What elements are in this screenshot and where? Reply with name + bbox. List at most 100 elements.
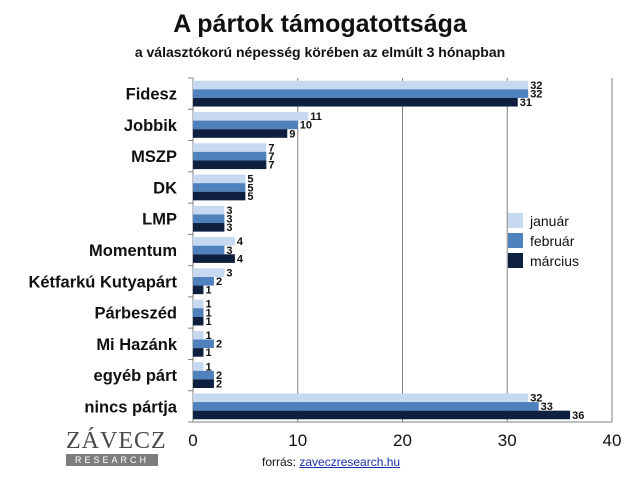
bar-value-label: 2 [216,378,222,390]
chart-subtitle: a választókorú népesség körében az elmúl… [134,44,506,60]
source-prefix: forrás: [262,455,297,469]
labels: 0 10 20 30 40323231Fidesz11109Jobbik777MSZP5… [28,80,621,450]
bar-value-label: 33 [541,401,553,413]
bar [193,205,225,215]
logo-name: ZÁVECZ [66,428,167,454]
bar [193,160,267,170]
bar [193,379,214,388]
bar [193,223,225,232]
bar [193,237,235,246]
bar-value-label: 3 [226,214,232,226]
legend: január február március [508,213,579,269]
bar [193,348,204,357]
category-label: Kétfarkú Kutyapárt [28,273,177,291]
bar [193,143,267,152]
bar-value-label: 2 [216,276,222,288]
bar-value-label: 1 [205,361,211,373]
bar-value-label: 1 [205,330,211,342]
bar-value-label: 9 [289,128,295,140]
x-tick-label: 0 [188,431,197,450]
bar-value-label: 3 [226,205,232,217]
category-label: Mi Hazánk [96,336,178,354]
bar [193,308,204,317]
category-label: MSZP [131,148,177,166]
bar-value-label: 1 [205,285,211,297]
bar-value-label: 32 [530,80,542,92]
bar [193,410,571,420]
bar [193,151,267,161]
legend-swatch [508,253,523,268]
bar [193,191,246,201]
bar-value-label: 11 [310,111,322,123]
bar-value-label: 2 [216,370,222,382]
bar [193,299,204,309]
bar-value-label: 1 [205,316,211,328]
bar-value-label: 3 [226,222,232,234]
bar [193,370,214,380]
bar [193,80,529,90]
bar-value-label: 1 [205,347,211,359]
logo-subtitle: RESEARCH [66,454,158,466]
x-tick-label: 30 [498,431,517,450]
bar [193,254,235,263]
category-label: DK [153,179,177,197]
category-label: Jobbik [124,117,178,135]
bar [193,330,204,340]
legend-swatch [508,213,523,228]
bar-value-label: 32 [530,393,542,405]
bar-value-label: 36 [572,410,584,422]
bar-value-label: 1 [205,299,211,311]
bar [193,245,225,255]
legend-label: február [530,233,575,249]
bar-value-label: 5 [247,191,253,203]
bar [193,268,225,277]
bar-value-label: 4 [237,236,244,248]
bar [193,183,246,192]
bar [193,112,309,121]
bar-value-label: 4 [237,253,244,265]
bar [193,393,529,403]
bar-value-label: 5 [247,182,253,194]
bar [193,402,539,411]
chart-title: A pártok támogatottsága [173,10,467,38]
category-label: Momentum [89,242,177,260]
bar [193,89,529,98]
bar [193,362,204,371]
bar-value-label: 32 [530,88,542,100]
bar-value-label: 7 [268,151,274,163]
bar-value-label: 31 [520,97,532,109]
category-label: Fidesz [126,86,177,104]
legend-label: március [530,253,579,269]
category-label: LMP [142,211,177,229]
company-logo: ZÁVECZ RESEARCH [66,428,167,466]
source-note: forrás: zaveczresearch.hu [262,455,400,469]
bar [193,214,225,224]
legend-swatch [508,233,523,248]
bar [193,129,288,138]
bar-value-label: 3 [226,267,232,279]
bar [193,97,518,107]
bar-value-label: 1 [205,307,211,319]
bar-value-label: 3 [226,245,232,257]
legend-label: január [529,213,569,229]
x-tick-label: 20 [393,431,412,450]
category-label: Párbeszéd [94,305,177,323]
source-link[interactable]: zaveczresearch.hu [299,455,401,469]
bar [193,339,214,349]
bar-value-label: 10 [300,120,312,132]
category-label: egyéb párt [94,367,178,385]
x-tick-label: 10 [288,431,307,450]
bar [193,120,298,130]
bar-value-label: 5 [247,174,253,186]
x-tick-label: 40 [603,431,622,450]
bar [193,285,204,295]
bar [193,276,214,286]
bar-value-label: 7 [268,160,274,172]
bar-value-label: 7 [268,142,274,154]
category-label: nincs pártja [84,398,177,416]
bar [193,174,246,184]
bar [193,316,204,326]
bar-value-label: 2 [216,339,222,351]
bars [193,80,571,420]
